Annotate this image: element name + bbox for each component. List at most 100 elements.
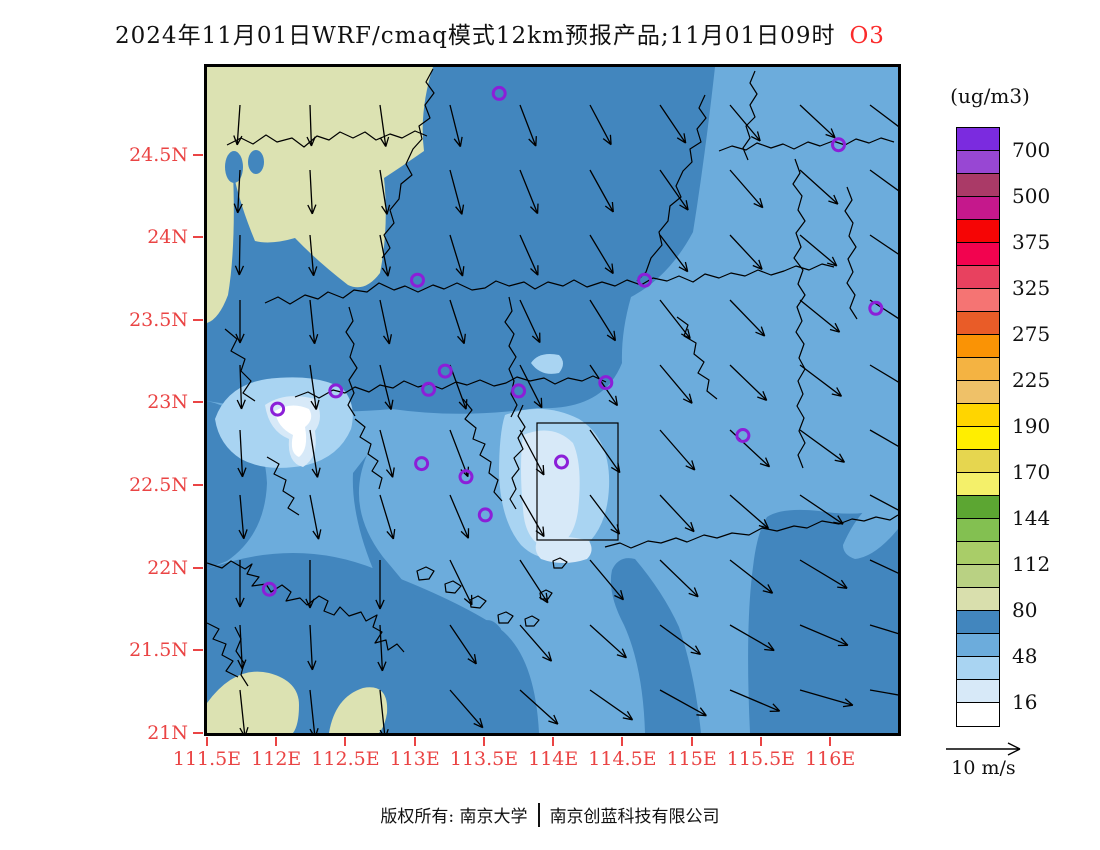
forecast-map	[207, 67, 898, 733]
colorbar-tick-label: 16	[1012, 690, 1038, 714]
wind-arrow	[589, 624, 627, 659]
wind-arrow	[308, 234, 318, 277]
colorbar-cell	[957, 542, 999, 565]
lat-tick	[193, 236, 203, 239]
wind-arrow	[729, 364, 768, 402]
wind-arrow	[729, 299, 766, 337]
wind-arrow	[449, 169, 465, 215]
wind-arrow	[869, 559, 898, 574]
concentration-region	[207, 67, 433, 323]
boundary-line	[345, 306, 358, 417]
wind-arrow	[659, 299, 691, 340]
wind-arrow	[799, 494, 844, 525]
wind-arrow	[589, 494, 621, 535]
colorbar-tick-label: 500	[1012, 184, 1051, 208]
copyright-right: 南京创蓝科技有限公司	[549, 807, 720, 827]
wind-arrow	[519, 364, 543, 409]
wind-arrow	[869, 169, 898, 192]
lon-tick	[482, 737, 485, 746]
station-marker	[511, 383, 527, 399]
station-marker	[831, 137, 846, 153]
colorbar-cell	[957, 496, 999, 519]
wind-arrow	[379, 169, 391, 215]
wind-arrow	[379, 494, 396, 540]
colorbar-cell	[957, 450, 999, 473]
colorbar-tick-label: 225	[1012, 368, 1051, 392]
wind-arrow	[449, 299, 466, 345]
wind-arrow	[377, 624, 387, 672]
study-area-box	[536, 422, 619, 541]
wind-arrow	[379, 299, 393, 345]
copyright-left: 版权所有: 南京大学	[380, 807, 528, 827]
lon-tick-label: 112.5E	[311, 748, 380, 770]
wind-arrow	[799, 169, 839, 205]
wind-arrow	[236, 364, 246, 410]
lat-tick	[193, 484, 203, 487]
lon-tick-label: 113E	[389, 748, 440, 770]
lon-tick-label: 112E	[251, 748, 302, 770]
colorbar-cell	[957, 634, 999, 657]
wind-arrow	[869, 429, 898, 447]
boundary-line	[264, 263, 835, 305]
wind-arrow	[589, 299, 617, 342]
wind-arrow	[869, 624, 898, 635]
lon-tick	[344, 737, 347, 746]
wind-arrow	[799, 559, 848, 589]
lon-tick-label: 115E	[666, 748, 717, 770]
wind-arrow	[799, 299, 841, 333]
lat-tick-label: 22N	[147, 556, 188, 579]
lon-tick	[621, 737, 624, 746]
colorbar-cell	[957, 243, 999, 266]
colorbar-cell	[957, 381, 999, 404]
wind-arrow	[869, 689, 898, 696]
colorbar-tick-label: 48	[1012, 644, 1038, 668]
title-text: 2024年11月01日WRF/cmaq模式12km预报产品;11月01日09时	[115, 23, 836, 49]
colorbar-tick-label: 375	[1012, 230, 1051, 254]
concentration-region	[843, 485, 898, 559]
colorbar-cell	[957, 312, 999, 335]
map-frame	[204, 64, 901, 736]
wind-arrow	[589, 559, 625, 601]
station-marker	[328, 383, 344, 399]
lon-tick-label: 114E	[528, 748, 579, 770]
wind-arrow	[379, 429, 395, 478]
wind-arrow	[589, 429, 621, 474]
wind-arrow	[233, 169, 243, 214]
boundary-line	[354, 418, 383, 490]
wind-arrow	[309, 689, 319, 733]
colorbar-tick-label: 80	[1012, 598, 1038, 622]
lat-tick-label: 23N	[147, 391, 188, 414]
wind-arrow	[659, 169, 689, 211]
colorbar-cell	[957, 657, 999, 680]
wind-arrow	[237, 624, 247, 670]
wind-arrow	[379, 104, 390, 147]
concentration-region	[207, 671, 299, 733]
wind-arrow	[519, 169, 539, 215]
concentration-region	[535, 537, 592, 563]
station-marker	[421, 381, 437, 397]
wind-arrow	[799, 624, 849, 647]
station-marker	[458, 469, 474, 485]
colorbar-cell	[957, 588, 999, 611]
wind-arrow	[449, 559, 473, 606]
station-marker	[735, 428, 751, 443]
concentration-region	[352, 455, 459, 733]
colorbar-cell	[957, 358, 999, 381]
colorbar-cell	[957, 680, 999, 703]
wind-arrow	[309, 429, 321, 478]
colorbar	[956, 127, 1000, 727]
colorbar-units: (ug/m3)	[950, 84, 1030, 108]
pollutant-label: O3	[849, 23, 885, 49]
wind-arrow	[375, 560, 385, 610]
station-marker	[261, 581, 277, 597]
lon-tick-label: 113.5E	[449, 748, 519, 770]
lon-tick-label: 115.5E	[726, 748, 796, 770]
station-marker	[491, 85, 507, 101]
station-marker	[437, 363, 453, 379]
wind-arrow	[235, 300, 245, 344]
wind-arrow	[589, 234, 614, 275]
boundary-line	[504, 296, 518, 418]
boundary-line	[792, 158, 806, 469]
wind-arrow	[729, 234, 763, 270]
